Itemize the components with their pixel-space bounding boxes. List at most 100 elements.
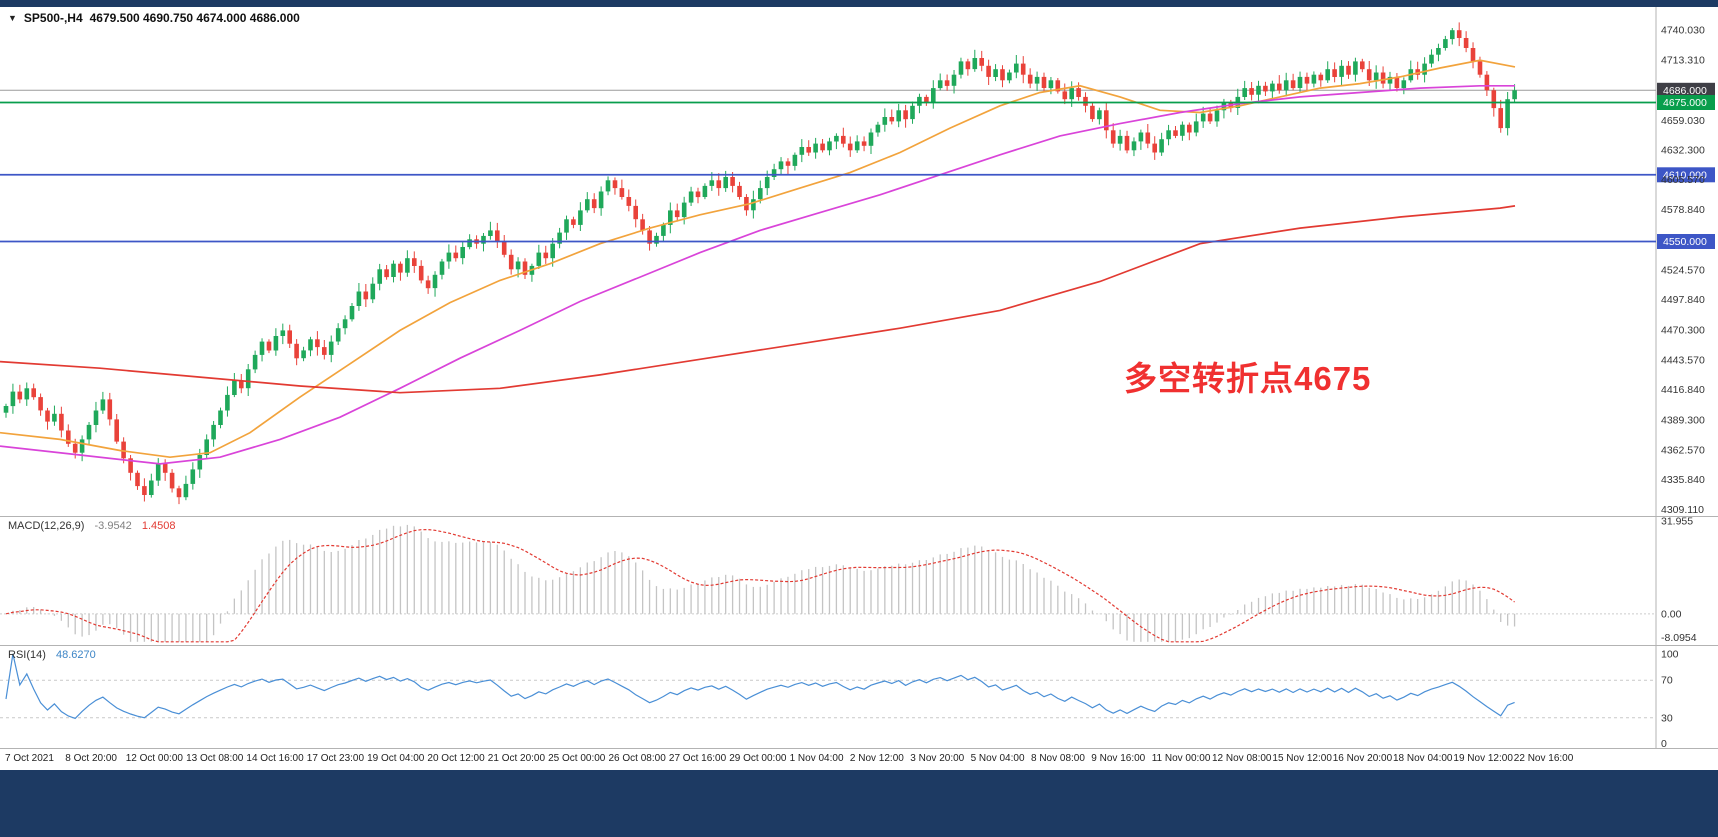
time-axis-label: 8 Oct 20:00 bbox=[65, 753, 117, 764]
candle-body bbox=[1463, 38, 1469, 48]
candle-body bbox=[335, 328, 341, 342]
rsi-scale-label: 0 bbox=[1661, 738, 1667, 750]
candle-body bbox=[1325, 69, 1330, 81]
candle-body bbox=[287, 330, 292, 344]
candle-body bbox=[868, 132, 874, 146]
candle-body bbox=[751, 199, 756, 211]
candle-body bbox=[1055, 80, 1061, 92]
candle-body bbox=[764, 177, 770, 189]
candle-body bbox=[204, 439, 209, 455]
candle-body bbox=[266, 341, 272, 351]
candle-body bbox=[38, 397, 43, 411]
price-axis-label: 4578.840 bbox=[1661, 204, 1705, 216]
candle-body bbox=[827, 141, 832, 151]
candle-body bbox=[439, 261, 445, 275]
candle-body bbox=[1394, 76, 1400, 88]
candle-body bbox=[633, 205, 638, 220]
candle-body bbox=[578, 210, 583, 225]
candle-body bbox=[571, 219, 576, 225]
candle-body bbox=[661, 224, 666, 236]
candle-body bbox=[169, 472, 175, 489]
time-axis-label: 3 Nov 20:00 bbox=[910, 753, 964, 764]
price-axis-label: 4632.300 bbox=[1661, 145, 1705, 157]
candle-body bbox=[1277, 83, 1282, 91]
candle-body bbox=[924, 96, 929, 103]
candle-body bbox=[128, 458, 133, 473]
candle-body bbox=[1180, 124, 1185, 136]
candle-body bbox=[425, 280, 431, 289]
candle-body bbox=[1470, 48, 1476, 62]
bid-price-line-tag-label: 4686.000 bbox=[1663, 85, 1707, 97]
candle-body bbox=[1256, 85, 1261, 95]
support-level-line-4610-tag[interactable] bbox=[1657, 167, 1715, 183]
candle-body bbox=[1083, 96, 1088, 106]
candle-body bbox=[598, 191, 604, 209]
candle-body bbox=[495, 230, 500, 242]
candle-body bbox=[882, 117, 888, 125]
candle-body bbox=[1270, 83, 1275, 92]
candle-body bbox=[273, 336, 279, 351]
candle-body bbox=[771, 169, 777, 177]
candle-body bbox=[1131, 141, 1137, 151]
candle-body bbox=[626, 197, 632, 206]
candle-body bbox=[370, 283, 376, 300]
candle-body bbox=[889, 117, 895, 122]
candle-body bbox=[979, 58, 984, 66]
candle-body bbox=[917, 96, 922, 106]
candle-body bbox=[834, 135, 839, 142]
candle-body bbox=[1207, 113, 1213, 122]
support-level-line-4610-tag-label: 4610.000 bbox=[1663, 169, 1707, 181]
time-axis-label: 13 Oct 08:00 bbox=[186, 753, 244, 764]
time-axis-label: 1 Nov 04:00 bbox=[790, 753, 844, 764]
candle-body bbox=[1373, 72, 1379, 81]
candle-body bbox=[861, 141, 867, 146]
bid-price-line-tag[interactable] bbox=[1657, 82, 1715, 98]
time-axis-label: 7 Oct 2021 bbox=[5, 753, 54, 764]
time-axis-label: 11 Nov 00:00 bbox=[1152, 753, 1211, 764]
time-axis-label: 5 Nov 04:00 bbox=[971, 753, 1025, 764]
candle-body bbox=[1380, 72, 1386, 84]
candle-body bbox=[1117, 135, 1123, 144]
candle-body bbox=[1097, 110, 1102, 120]
candle-body bbox=[121, 441, 126, 459]
support-level-line-4550-tag[interactable] bbox=[1657, 234, 1715, 249]
candle-body bbox=[674, 210, 680, 218]
candle-body bbox=[972, 58, 978, 70]
time-axis-label: 14 Oct 16:00 bbox=[246, 753, 304, 764]
candle-body bbox=[896, 110, 901, 122]
candles-layer bbox=[3, 22, 1517, 505]
candle-body bbox=[1505, 99, 1510, 129]
candle-body bbox=[1020, 63, 1026, 75]
candle-body bbox=[536, 252, 542, 266]
candle-body bbox=[1283, 80, 1289, 91]
candle-body bbox=[1304, 76, 1310, 84]
candle-body bbox=[328, 341, 334, 355]
candle-body bbox=[197, 455, 203, 470]
price-axis-label: 4389.300 bbox=[1661, 415, 1705, 427]
candle-body bbox=[190, 469, 196, 484]
time-axis-label: 8 Nov 08:00 bbox=[1031, 753, 1085, 764]
candle-body bbox=[218, 410, 223, 425]
candle-body bbox=[93, 410, 99, 425]
candle-body bbox=[342, 319, 348, 329]
candle-body bbox=[1422, 63, 1427, 75]
price-axis-label: 4740.030 bbox=[1661, 25, 1705, 37]
pivot-level-line-4675-tag[interactable] bbox=[1657, 95, 1715, 110]
candle-body bbox=[162, 463, 168, 473]
candle-body bbox=[993, 69, 998, 77]
candle-body bbox=[543, 252, 549, 259]
candle-body bbox=[612, 180, 618, 189]
candle-body bbox=[1429, 54, 1434, 64]
bottom-panel bbox=[0, 770, 1718, 837]
candle-body bbox=[778, 161, 784, 170]
candle-body bbox=[211, 424, 216, 440]
candle-body bbox=[1415, 69, 1420, 75]
candle-body bbox=[1076, 88, 1081, 97]
price-axis-label: 4443.570 bbox=[1661, 354, 1705, 366]
candle-body bbox=[1090, 105, 1095, 120]
candle-body bbox=[66, 430, 71, 444]
candle-body bbox=[52, 413, 57, 422]
window-top-border bbox=[0, 0, 1718, 7]
candle-body bbox=[3, 406, 9, 413]
